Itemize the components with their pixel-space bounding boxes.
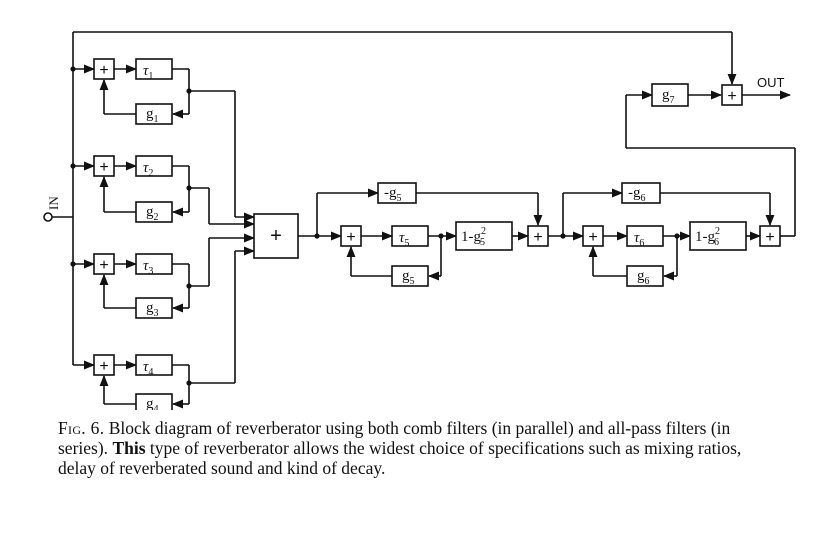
comb-filter-4: + τ4 g4: [73, 246, 256, 410]
comb-sum-4-symbol: +: [99, 358, 108, 375]
allpass-delay-block-1: [391, 225, 429, 247]
figure-number: Fig. 6.: [58, 418, 105, 438]
allpass-filter-2: -g6 + τ6 g6 1-g2 6 +: [560, 182, 781, 287]
ff-gain-label-1: -g5: [384, 185, 402, 204]
gain-label-2: g2: [146, 204, 159, 223]
output-sum: + OUT: [721, 75, 792, 106]
caption-text-2: This: [112, 438, 146, 458]
allpass-gain-label-1: g5: [402, 268, 415, 287]
caption-text-3: type of reverberator allows the widest c…: [58, 438, 742, 478]
mix-gain-label: g7: [662, 87, 675, 106]
mixer-sum-symbol: +: [270, 225, 282, 247]
delay-label-1: τ1: [143, 63, 153, 82]
allpass-delay-label-1: τ5: [399, 230, 409, 249]
comb-filter-2: + τ2 g2: [70, 155, 256, 229]
allpass-sum-2-symbol: +: [588, 229, 597, 246]
comb-filter-1: + τ1 g1: [70, 58, 256, 222]
gain-label-4: g4: [146, 396, 159, 410]
caption-text-1: Block diagram of reverberator using both…: [58, 418, 731, 458]
delay-label-4: τ4: [143, 359, 153, 378]
mix-return-path: g7: [625, 83, 796, 237]
comb-sum-2-symbol: +: [99, 159, 108, 176]
input-label: IN: [46, 196, 61, 210]
allpass-out-sum-2-symbol: +: [765, 229, 774, 246]
post-gain-label-2: 1-g2 6: [695, 226, 720, 248]
comb-sum-3-symbol: +: [99, 257, 108, 274]
allpass-delay-block-2: [626, 225, 664, 247]
allpass-delay-label-2: τ6: [634, 230, 644, 249]
delay-label-3: τ3: [143, 258, 153, 277]
input-terminal: IN: [43, 196, 73, 222]
allpass-gain-label-2: g6: [637, 268, 650, 287]
gain-label-3: g3: [146, 300, 159, 319]
allpass-out-sum-1-symbol: +: [533, 229, 542, 246]
reverberator-block-diagram: IN + τ1 g1 + τ2 g2: [43, 31, 796, 410]
comb-filter-3: + τ3 g3: [70, 233, 256, 319]
post-gain-block-2: [689, 221, 747, 251]
delay-block-4: [135, 354, 173, 376]
delay-block-1: [135, 58, 173, 80]
delay-block-2: [135, 155, 173, 177]
comb-sum-1-symbol: +: [99, 62, 108, 79]
allpass-sum-1-symbol: +: [346, 229, 355, 246]
post-gain-label-1: 1-g2 5: [461, 226, 486, 248]
gain-label-1: g1: [146, 106, 159, 125]
delay-block-3: [135, 253, 173, 275]
output-label: OUT: [757, 75, 785, 90]
mixer-sum: +: [253, 213, 299, 259]
ff-gain-label-2: -g6: [628, 185, 646, 204]
delay-label-2: τ2: [143, 160, 153, 179]
figure-caption: Fig. 6. Block diagram of reverberator us…: [58, 418, 763, 478]
output-sum-symbol: +: [727, 88, 736, 105]
allpass-filter-1: -g5 + τ5 g5 1-g2 5 +: [314, 182, 549, 287]
